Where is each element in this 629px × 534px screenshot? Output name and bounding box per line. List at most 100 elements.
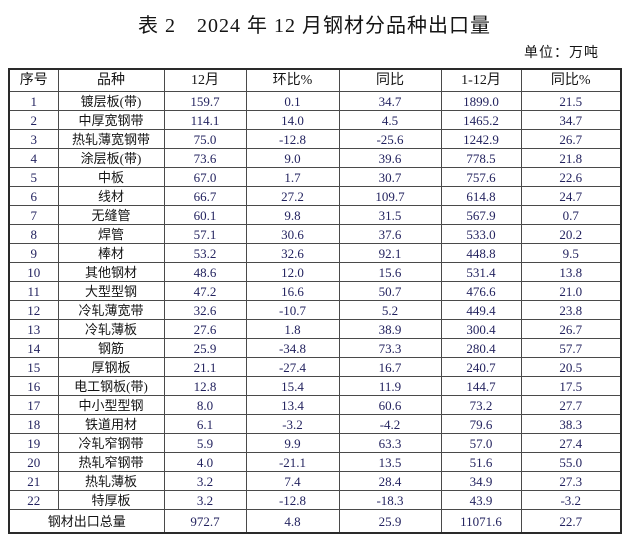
table-cell: 75.0 — [163, 129, 247, 149]
table-cell: -3.2 — [245, 414, 340, 434]
table-cell: 67.0 — [163, 167, 247, 187]
table-cell: 4.0 — [163, 452, 247, 472]
table-cell: 14 — [8, 338, 59, 358]
table-cell: 22 — [8, 490, 59, 510]
table-row: 12 冷轧薄宽带 32.6 -10.7 5.2 449.4 23.8 — [8, 300, 622, 320]
table-cell: 34.9 — [440, 471, 522, 491]
table-cell: 3.2 — [163, 490, 247, 510]
table-cell: 614.8 — [440, 186, 522, 206]
table-cell: 531.4 — [440, 262, 522, 282]
table-cell: 21.5 — [520, 91, 622, 111]
table-cell: 567.9 — [440, 205, 522, 225]
table-row: 11 大型型钢 47.2 16.6 50.7 476.6 21.0 — [8, 281, 622, 301]
table-cell: 热轧薄宽钢带 — [57, 129, 165, 149]
table-cell: 2 — [8, 110, 59, 130]
table-row: 6 线材 66.7 27.2 109.7 614.8 24.7 — [8, 186, 622, 206]
table-cell: 280.4 — [440, 338, 522, 358]
table-cell: 30.7 — [338, 167, 442, 187]
table-cell: 21.8 — [520, 148, 622, 168]
table-cell: 热轧薄板 — [57, 471, 165, 491]
table-cell: 15.6 — [338, 262, 442, 282]
table-cell: 34.7 — [338, 91, 442, 111]
header-december: 12月 — [163, 68, 247, 92]
table-row: 10 其他钢材 48.6 12.0 15.6 531.4 13.8 — [8, 262, 622, 282]
table-cell: 13.4 — [245, 395, 340, 415]
table-cell: 冷轧薄板 — [57, 319, 165, 339]
table-cell: 10 — [8, 262, 59, 282]
table-body: 1 镀层板(带) 159.7 0.1 34.7 1899.0 21.5 2 中厚宽钢带 114.1… — [8, 91, 622, 534]
table-cell: 449.4 — [440, 300, 522, 320]
table-cell: 0.1 — [245, 91, 340, 111]
table-cell: 13.8 — [520, 262, 622, 282]
table-cell: 73.6 — [163, 148, 247, 168]
table-cell: 1899.0 — [440, 91, 522, 111]
table-cell: 240.7 — [440, 357, 522, 377]
table-cell: 13 — [8, 319, 59, 339]
table-cell: 冷轧窄钢带 — [57, 433, 165, 453]
table-cell: 27.6 — [163, 319, 247, 339]
table-cell: 线材 — [57, 186, 165, 206]
table-cell: -21.1 — [245, 452, 340, 472]
table-row: 4 涂层板(带) 73.6 9.0 39.6 778.5 21.8 — [8, 148, 622, 168]
table-row: 5 中板 67.0 1.7 30.7 757.6 22.6 — [8, 167, 622, 187]
header-variety: 品种 — [57, 68, 165, 92]
table-cell: 12.0 — [245, 262, 340, 282]
table-cell: 63.3 — [338, 433, 442, 453]
table-cell: 14.0 — [245, 110, 340, 130]
table-cell: 21 — [8, 471, 59, 491]
table-cell: 大型型钢 — [57, 281, 165, 301]
total-row: 钢材出口总量 972.7 4.8 25.9 11071.6 22.7 — [8, 509, 622, 534]
table-cell: -3.2 — [520, 490, 622, 510]
table-cell: 其他钢材 — [57, 262, 165, 282]
table-row: 22 特厚板 3.2 -12.8 -18.3 43.9 -3.2 — [8, 490, 622, 510]
total-cell: 25.9 — [338, 509, 442, 534]
table-cell: 73.2 — [440, 395, 522, 415]
table-cell: 镀层板(带) — [57, 91, 165, 111]
table-cell: 9.9 — [245, 433, 340, 453]
table-cell: 16.7 — [338, 357, 442, 377]
table-cell: 钢筋 — [57, 338, 165, 358]
table-cell: 27.4 — [520, 433, 622, 453]
table-cell: 无缝管 — [57, 205, 165, 225]
table-cell: 757.6 — [440, 167, 522, 187]
total-cell: 972.7 — [163, 509, 247, 534]
table-cell: -18.3 — [338, 490, 442, 510]
table-row: 17 中小型型钢 8.0 13.4 60.6 73.2 27.7 — [8, 395, 622, 415]
table-cell: 57.7 — [520, 338, 622, 358]
table-cell: 28.4 — [338, 471, 442, 491]
table-cell: 26.7 — [520, 129, 622, 149]
table-cell: 涂层板(带) — [57, 148, 165, 168]
table-cell: 8 — [8, 224, 59, 244]
table-cell: 533.0 — [440, 224, 522, 244]
table-cell: 24.7 — [520, 186, 622, 206]
table-cell: 30.6 — [245, 224, 340, 244]
table-cell: 9.8 — [245, 205, 340, 225]
total-cell: 11071.6 — [440, 509, 522, 534]
table-cell: 焊管 — [57, 224, 165, 244]
unit-label: 单位：万吨 — [524, 46, 599, 61]
table-cell: 27.3 — [520, 471, 622, 491]
table-cell: 1242.9 — [440, 129, 522, 149]
table-cell: 23.8 — [520, 300, 622, 320]
table-cell: 中板 — [57, 167, 165, 187]
table-row: 13 冷轧薄板 27.6 1.8 38.9 300.4 26.7 — [8, 319, 622, 339]
table-cell: 476.6 — [440, 281, 522, 301]
table-cell: 32.6 — [245, 243, 340, 263]
table-cell: 12 — [8, 300, 59, 320]
table-cell: 特厚板 — [57, 490, 165, 510]
table-cell: 21.0 — [520, 281, 622, 301]
table-row: 7 无缝管 60.1 9.8 31.5 567.9 0.7 — [8, 205, 622, 225]
table-cell: 51.6 — [440, 452, 522, 472]
table-cell: 778.5 — [440, 148, 522, 168]
table-cell: 15.4 — [245, 376, 340, 396]
table-cell: 53.2 — [163, 243, 247, 263]
table-cell: 热轧窄钢带 — [57, 452, 165, 472]
total-cell: 22.7 — [520, 509, 622, 534]
table-cell: 12.8 — [163, 376, 247, 396]
table-cell: 73.3 — [338, 338, 442, 358]
table-cell: 6.1 — [163, 414, 247, 434]
table-cell: 114.1 — [163, 110, 247, 130]
table-cell: 1465.2 — [440, 110, 522, 130]
table-cell: 48.6 — [163, 262, 247, 282]
table-cell: 6 — [8, 186, 59, 206]
